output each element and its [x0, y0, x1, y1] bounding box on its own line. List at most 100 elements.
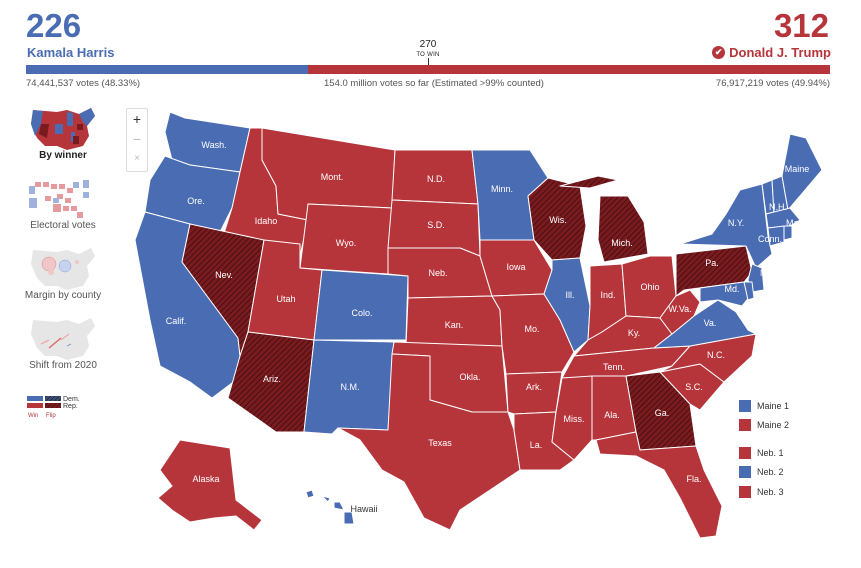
- view-label-by-winner: By winner: [39, 150, 87, 161]
- state-wisconsin[interactable]: [527, 177, 587, 261]
- label-calif: Calif.: [166, 316, 187, 326]
- label-va: Va.: [704, 318, 717, 328]
- label-ill: Ill.: [566, 290, 575, 300]
- trump-name: ✔ Donald J. Trump: [712, 45, 831, 60]
- district-label-neb-3: Neb. 3: [757, 487, 784, 497]
- label-sc: S.C.: [685, 382, 703, 392]
- state-connecticut[interactable]: [767, 225, 785, 247]
- legend-flip-label: Flip: [46, 413, 56, 419]
- label-nj: N.J.: [760, 268, 776, 278]
- winner-check-icon: ✔: [712, 46, 726, 59]
- to-win-label: TO WIN: [416, 52, 440, 58]
- label-ariz: Ariz.: [263, 374, 281, 384]
- label-ny: N.Y.: [728, 218, 744, 228]
- state-texas[interactable]: [337, 353, 521, 531]
- view-option-shift-from-2020[interactable]: Shift from 2020: [0, 310, 120, 375]
- state-michigan[interactable]: [559, 175, 649, 263]
- label-miss: Miss.: [564, 414, 585, 424]
- harris-name: Kamala Harris: [27, 45, 115, 60]
- label-conn: Conn.: [758, 234, 782, 244]
- label-mo: Mo.: [524, 324, 539, 334]
- to-win-number: 270: [419, 39, 437, 50]
- state-massachusetts[interactable]: [765, 207, 801, 229]
- state-florida[interactable]: [595, 431, 723, 539]
- district-label-neb-1: Neb. 1: [757, 448, 784, 458]
- margin-by-county-thumbnail: [31, 248, 95, 290]
- win-flip-legend: Dem. Rep. Win Flip: [27, 396, 80, 419]
- view-label-margin-by-county: Margin by county: [24, 290, 102, 301]
- label-minn: Minn.: [491, 184, 513, 194]
- label-ore: Ore.: [187, 196, 205, 206]
- label-wis: Wis.: [549, 215, 567, 225]
- zoom-out-button[interactable]: −: [132, 131, 142, 147]
- state-rhode-island[interactable]: [783, 225, 793, 241]
- by-winner-thumbnail: [31, 108, 95, 150]
- label-del: Del.: [754, 292, 770, 302]
- view-option-margin-by-county[interactable]: Margin by county: [0, 240, 120, 305]
- trump-electoral-count: 312: [773, 7, 829, 44]
- harris-electoral-count: 226: [26, 7, 82, 44]
- label-hawaii: Hawaii: [350, 504, 377, 514]
- state-colorado[interactable]: [313, 269, 409, 341]
- label-neb: Neb.: [428, 268, 447, 278]
- view-option-by-winner[interactable]: By winner: [0, 100, 120, 165]
- label-ky: Ky.: [628, 328, 640, 338]
- state-illinois[interactable]: [543, 257, 591, 353]
- district-maine-2: Maine 2: [739, 419, 789, 431]
- label-utah: Utah: [276, 294, 295, 304]
- district-neb-1: Neb. 1: [739, 447, 784, 459]
- zoom-controls: + − ×: [126, 108, 148, 172]
- label-nm: N.M.: [341, 382, 360, 392]
- rep-win-swatch: [27, 403, 43, 408]
- dem-win-swatch: [27, 396, 43, 401]
- label-texas: Texas: [428, 438, 452, 448]
- label-nev: Nev.: [215, 270, 233, 280]
- dem-flip-swatch: [45, 396, 61, 401]
- label-tenn: Tenn.: [603, 362, 625, 372]
- label-alaska: Alaska: [192, 474, 219, 484]
- district-maine-1: Maine 1: [739, 400, 789, 412]
- district-swatch-maine-1: [739, 400, 751, 412]
- label-okla: Okla.: [459, 372, 480, 382]
- district-swatch-neb-3: [739, 486, 751, 498]
- label-ga: Ga.: [655, 408, 670, 418]
- district-neb-2: Neb. 2: [739, 466, 784, 478]
- state-arkansas[interactable]: [505, 371, 563, 415]
- label-idaho: Idaho: [255, 216, 278, 226]
- zoom-reset-button[interactable]: ×: [134, 153, 140, 164]
- label-iowa: Iowa: [506, 262, 525, 272]
- label-mont: Mont.: [321, 172, 344, 182]
- state-delaware[interactable]: [743, 281, 755, 301]
- label-ala: Ala.: [604, 410, 620, 420]
- label-ind: Ind.: [600, 290, 615, 300]
- label-colo: Colo.: [351, 308, 372, 318]
- harris-vote-total: 74,441,537 votes (48.33%): [26, 78, 141, 89]
- label-vt: Vt.: [752, 172, 763, 182]
- district-label-maine-2: Maine 2: [757, 420, 790, 430]
- legend-dem-label: Dem.: [63, 396, 80, 403]
- rep-flip-swatch: [45, 403, 61, 408]
- label-mass: Mass.: [786, 218, 810, 228]
- state-alaska[interactable]: [157, 439, 263, 531]
- trump-name-text: Donald J. Trump: [729, 45, 831, 60]
- label-ri: R.I.: [787, 242, 801, 252]
- label-nc: N.C.: [707, 350, 725, 360]
- label-mich: Mich.: [611, 238, 633, 248]
- state-oregon[interactable]: [144, 155, 241, 233]
- view-label-shift-from-2020: Shift from 2020: [29, 360, 97, 371]
- electoral-votes-thumbnail: [29, 180, 89, 218]
- district-swatch-neb-1: [739, 447, 751, 459]
- view-option-electoral-votes[interactable]: Electoral votes: [0, 170, 120, 235]
- district-neb-3: Neb. 3: [739, 486, 784, 498]
- district-swatch-maine-2: [739, 419, 751, 431]
- total-votes-counted: 154.0 million votes so far (Estimated >9…: [324, 78, 544, 89]
- label-wyo: Wyo.: [336, 238, 356, 248]
- district-swatch-neb-2: [739, 466, 751, 478]
- label-fla: Fla.: [686, 474, 701, 484]
- state-hawaii[interactable]: [305, 489, 355, 525]
- label-ohio: Ohio: [640, 282, 659, 292]
- electoral-bar-rep: [307, 65, 830, 74]
- label-ark: Ark.: [526, 382, 542, 392]
- zoom-in-button[interactable]: +: [132, 111, 142, 127]
